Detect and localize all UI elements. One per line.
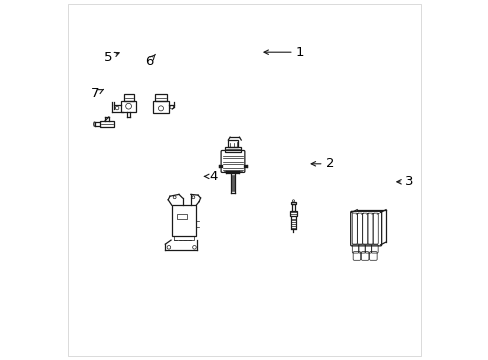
Bar	[121, 101, 136, 112]
Text: 5: 5	[103, 51, 112, 64]
Text: 2: 2	[325, 157, 334, 170]
Text: 1: 1	[295, 46, 304, 59]
Bar	[290, 202, 295, 204]
Bar	[100, 121, 114, 127]
Bar	[123, 94, 133, 101]
Bar	[173, 236, 194, 240]
Text: 3: 3	[404, 175, 413, 188]
Bar	[224, 147, 241, 152]
Bar	[228, 140, 238, 147]
Text: 4: 4	[209, 170, 218, 183]
Text: 6: 6	[144, 55, 153, 68]
Bar	[289, 211, 297, 216]
Text: 7: 7	[91, 87, 99, 100]
Bar	[155, 94, 166, 101]
Bar	[171, 205, 196, 236]
Bar	[177, 214, 187, 219]
Bar	[153, 101, 168, 113]
